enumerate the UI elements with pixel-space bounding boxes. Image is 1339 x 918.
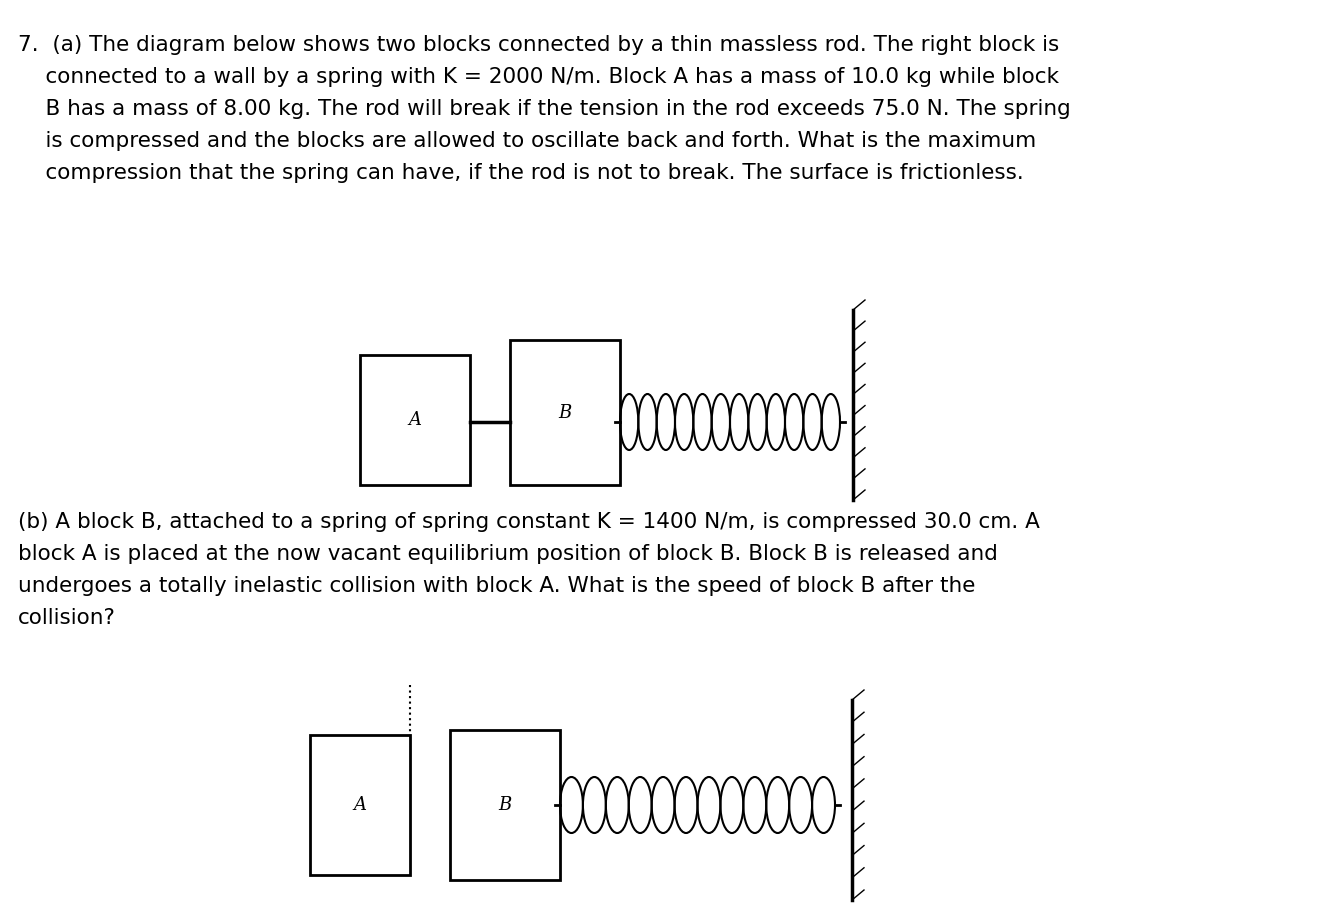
Text: B: B <box>498 796 511 814</box>
Text: B: B <box>558 404 572 421</box>
Text: connected to a wall by a spring with K = 2000 N/m. Block A has a mass of 10.0 kg: connected to a wall by a spring with K =… <box>17 67 1059 87</box>
Text: B has a mass of 8.00 kg. The rod will break if the tension in the rod exceeds 75: B has a mass of 8.00 kg. The rod will br… <box>17 99 1071 119</box>
Text: collision?: collision? <box>17 608 116 628</box>
Bar <box>510 340 620 485</box>
Text: block A is placed at the now vacant equilibrium position of block B. Block B is : block A is placed at the now vacant equi… <box>17 544 998 564</box>
Text: (b) A block B, attached to a spring of spring constant K = 1400 N/m, is compress: (b) A block B, attached to a spring of s… <box>17 512 1040 532</box>
Bar <box>311 735 410 875</box>
Text: A: A <box>408 411 422 429</box>
Text: 7.  (a) The diagram below shows two blocks connected by a thin massless rod. The: 7. (a) The diagram below shows two block… <box>17 35 1059 55</box>
Bar <box>450 730 560 880</box>
Text: A: A <box>353 796 367 814</box>
Text: is compressed and the blocks are allowed to oscillate back and forth. What is th: is compressed and the blocks are allowed… <box>17 131 1036 151</box>
Bar <box>360 355 470 485</box>
Text: compression that the spring can have, if the rod is not to break. The surface is: compression that the spring can have, if… <box>17 163 1024 183</box>
Text: undergoes a totally inelastic collision with block A. What is the speed of block: undergoes a totally inelastic collision … <box>17 576 975 596</box>
